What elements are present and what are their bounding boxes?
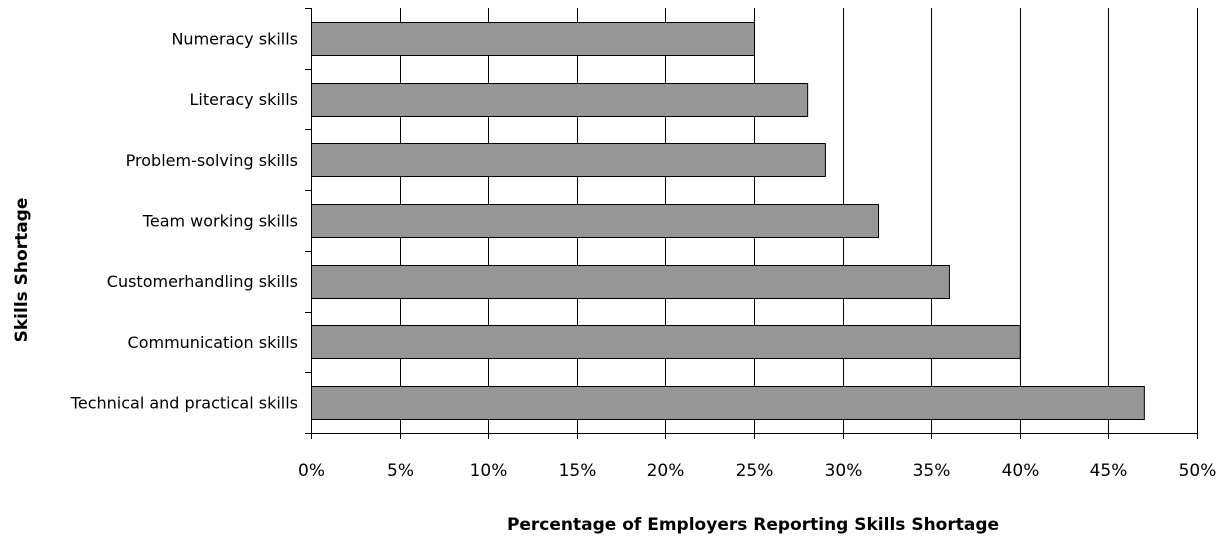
bar-layer	[311, 22, 1145, 420]
x-tick-label: 45%	[1090, 461, 1128, 481]
x-tick-label: 15%	[559, 461, 597, 481]
x-tick-label: 30%	[825, 461, 863, 481]
x-tick-label: 35%	[913, 461, 951, 481]
x-axis-title: Percentage of Employers Reporting Skills…	[507, 515, 999, 535]
bar	[311, 83, 809, 117]
bar	[311, 386, 1145, 420]
x-tick-label: 10%	[470, 461, 508, 481]
axis-layer	[305, 8, 1198, 439]
x-tick-label: 20%	[647, 461, 685, 481]
y-category-label: Team working skills	[142, 212, 298, 231]
y-category-label: Customerhandling skills	[107, 272, 298, 291]
bar	[311, 204, 880, 238]
x-tick-label: 50%	[1179, 461, 1217, 481]
bar	[311, 265, 950, 299]
x-tick-label: 40%	[1002, 461, 1040, 481]
x-tick-label: 0%	[298, 461, 325, 481]
x-tick-label: 5%	[387, 461, 414, 481]
x-tick-label: 25%	[736, 461, 774, 481]
label-layer: 0% 5% 10% 15% 20% 25% 30% 35% 40% 45% 50% Numeracy …	[70, 29, 1217, 481]
y-category-label: Technical and practical skills	[70, 394, 298, 413]
bar	[311, 325, 1021, 359]
bar	[311, 22, 755, 56]
y-category-label: Problem-solving skills	[126, 151, 298, 170]
y-category-label: Literacy skills	[190, 90, 298, 109]
bar	[311, 143, 826, 177]
y-category-label: Numeracy skills	[171, 29, 298, 48]
y-category-label: Communication skills	[128, 333, 298, 352]
y-axis-title: Skills Shortage	[12, 198, 32, 343]
